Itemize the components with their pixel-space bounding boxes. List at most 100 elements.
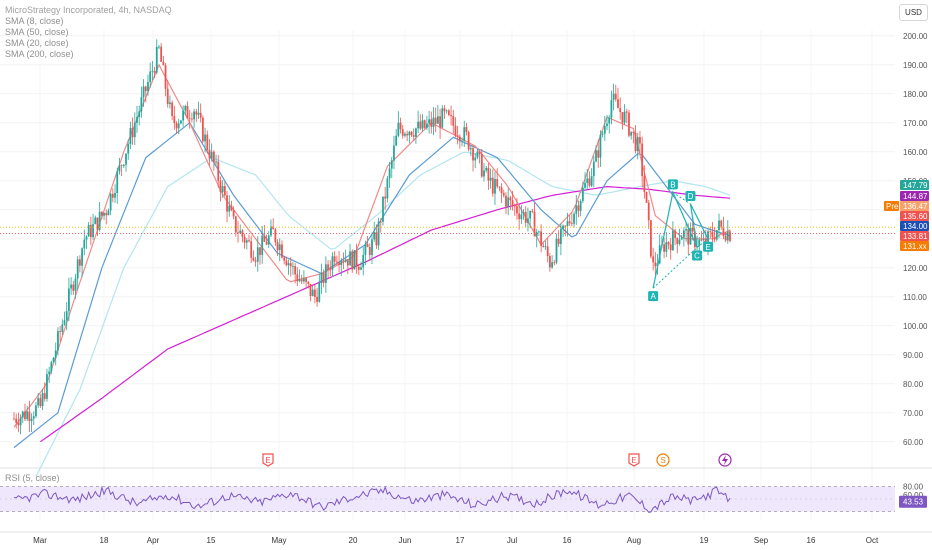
candle-body [219, 180, 222, 192]
legend-sma200[interactable]: SMA (200, close) [5, 49, 74, 59]
candle-body [417, 121, 420, 129]
price-tick-label: 60.00 [903, 438, 924, 447]
pattern-point-b[interactable]: B [667, 179, 678, 190]
candle-body [575, 205, 578, 214]
candle-body [96, 217, 99, 230]
price-tick-label: 100.00 [903, 322, 928, 331]
candle-body [595, 150, 597, 162]
candle-body [476, 151, 479, 158]
price-tag: 136.47 [900, 201, 929, 211]
candle-body [103, 212, 105, 216]
candle-body [61, 324, 64, 332]
candle-body [520, 214, 523, 220]
candle-body [494, 179, 496, 194]
pattern-point-a[interactable]: A [648, 291, 659, 302]
pattern-point-d[interactable]: D [685, 191, 696, 201]
pattern-point-c[interactable]: C [692, 250, 703, 261]
candle-body [432, 117, 435, 127]
candle-body [423, 120, 426, 128]
candle-body [78, 259, 81, 266]
price-tag: 131.xx [900, 241, 929, 251]
candle-body [151, 71, 154, 73]
price-tag: 135.60 [900, 211, 929, 221]
candle-body [204, 134, 206, 142]
pre-market-label: Pre [886, 202, 899, 211]
event-marker-label: E [265, 456, 270, 465]
candle-body [384, 196, 387, 199]
symbol-title[interactable]: MicroStrategy Incorporated, 4h, NASDAQ [5, 5, 172, 15]
candle-body [201, 117, 204, 142]
candle-body [527, 218, 529, 223]
pattern-point-e[interactable]: E [703, 241, 714, 252]
candle-body [379, 221, 382, 223]
candle-body [254, 260, 257, 262]
earnings-marker[interactable]: E [628, 453, 640, 467]
price-tag-label: 131.xx [903, 242, 927, 251]
candle-body [533, 211, 536, 237]
candle-body [421, 120, 424, 129]
candle-body [28, 411, 31, 421]
split-marker[interactable]: S [656, 453, 670, 467]
candle-body [48, 371, 51, 375]
rsi-legend[interactable]: RSI (5, close) [5, 473, 60, 483]
candle-body [516, 206, 518, 214]
harmonic-pattern: A B C D E [648, 179, 714, 302]
legend-sma8[interactable]: SMA (8, close) [5, 16, 64, 26]
candle-body [296, 274, 299, 282]
candle-body [489, 177, 492, 181]
legend-sma50[interactable]: SMA (50, close) [5, 27, 69, 37]
candle-body [133, 122, 136, 138]
candle-body [564, 225, 567, 227]
candle-body [300, 279, 303, 282]
candle-body [461, 140, 463, 142]
candle-body [206, 134, 209, 150]
candle-body [428, 119, 431, 124]
candle-body [351, 251, 354, 270]
candle-body [680, 237, 683, 240]
currency-button[interactable]: USD [899, 4, 928, 21]
candle-body [491, 177, 494, 194]
candle-body [285, 260, 288, 266]
candle-body [507, 197, 510, 207]
earnings-marker[interactable]: E [262, 453, 274, 467]
candle-body [647, 202, 650, 221]
rsi-tick-label: 80.00 [903, 482, 924, 491]
candle-body [439, 116, 441, 128]
candle-body [43, 393, 46, 399]
candle-body [700, 239, 703, 241]
time-axis[interactable]: Mar 18 Apr 15 May 20 Jun 17 Jul 16 Aug 19 Sep 16 Oct [33, 536, 879, 545]
candle-body [237, 232, 239, 234]
candle-body [724, 236, 727, 241]
lightning-icon[interactable] [718, 453, 732, 467]
candle-body [320, 272, 323, 284]
pattern-point-label: A [650, 292, 656, 301]
candle-body [228, 205, 231, 212]
candle-body [180, 120, 182, 124]
candle-body [456, 135, 459, 137]
candle-body [92, 223, 94, 238]
price-axis[interactable]: 200.00190.00180.00170.00160.00150.00140.… [884, 32, 929, 508]
candle-body [713, 237, 716, 240]
candle-body [195, 111, 198, 115]
candle-body [100, 211, 103, 216]
price-tag-label: 135.60 [903, 212, 928, 221]
candle-body [232, 210, 235, 217]
candle-body [619, 108, 622, 113]
pattern-point-label: C [694, 252, 700, 261]
candle-body [182, 110, 185, 121]
candle-body [252, 257, 255, 261]
time-tick-label: Aug [627, 536, 641, 545]
candle-body [535, 232, 538, 237]
candle-body [283, 257, 286, 261]
candle-body [105, 212, 108, 216]
price-tick-label: 200.00 [903, 32, 928, 41]
time-tick-label: Sep [754, 536, 769, 545]
time-tick-label: Apr [147, 536, 160, 545]
candle-body [549, 256, 551, 268]
candle-body [197, 112, 200, 115]
time-tick-label: 19 [700, 536, 709, 545]
candle-body [184, 105, 187, 111]
candle-body [614, 93, 617, 100]
legend-sma20[interactable]: SMA (20, close) [5, 38, 69, 48]
